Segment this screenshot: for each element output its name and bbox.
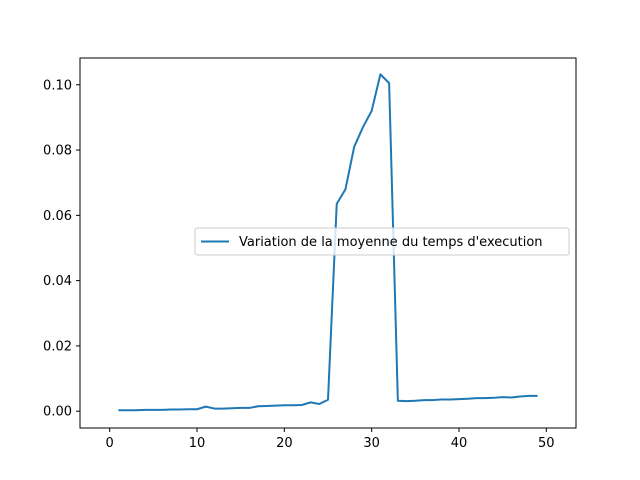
y-tick-label: 0.08 bbox=[43, 144, 72, 159]
y-tick-label: 0.00 bbox=[43, 405, 72, 420]
y-tick-label: 0.02 bbox=[43, 339, 72, 354]
y-tick-label: 0.06 bbox=[43, 209, 72, 224]
axes-ticks: 0 10 20 30 40 50 0.00 0.02 0.04 0.06 0.08 0.10 bbox=[43, 78, 555, 451]
axes-frame bbox=[79, 57, 577, 429]
plot-area bbox=[118, 73, 538, 412]
x-tick-label: 50 bbox=[538, 436, 555, 451]
legend-label: Variation de la moyenne du temps d'execu… bbox=[239, 235, 543, 250]
x-tick-label: 0 bbox=[106, 436, 114, 451]
x-tick-label: 30 bbox=[363, 436, 380, 451]
x-tick-label: 10 bbox=[189, 436, 206, 451]
x-tick-label: 40 bbox=[451, 436, 468, 451]
legend: Variation de la moyenne du temps d'execu… bbox=[194, 227, 570, 256]
x-tick-label: 20 bbox=[276, 436, 293, 451]
y-tick-label: 0.10 bbox=[43, 78, 72, 93]
y-tick-label: 0.04 bbox=[43, 274, 72, 289]
series-line-0 bbox=[118, 73, 538, 412]
legend-box bbox=[194, 227, 570, 256]
